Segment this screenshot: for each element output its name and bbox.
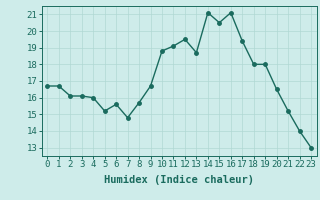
X-axis label: Humidex (Indice chaleur): Humidex (Indice chaleur) xyxy=(104,175,254,185)
